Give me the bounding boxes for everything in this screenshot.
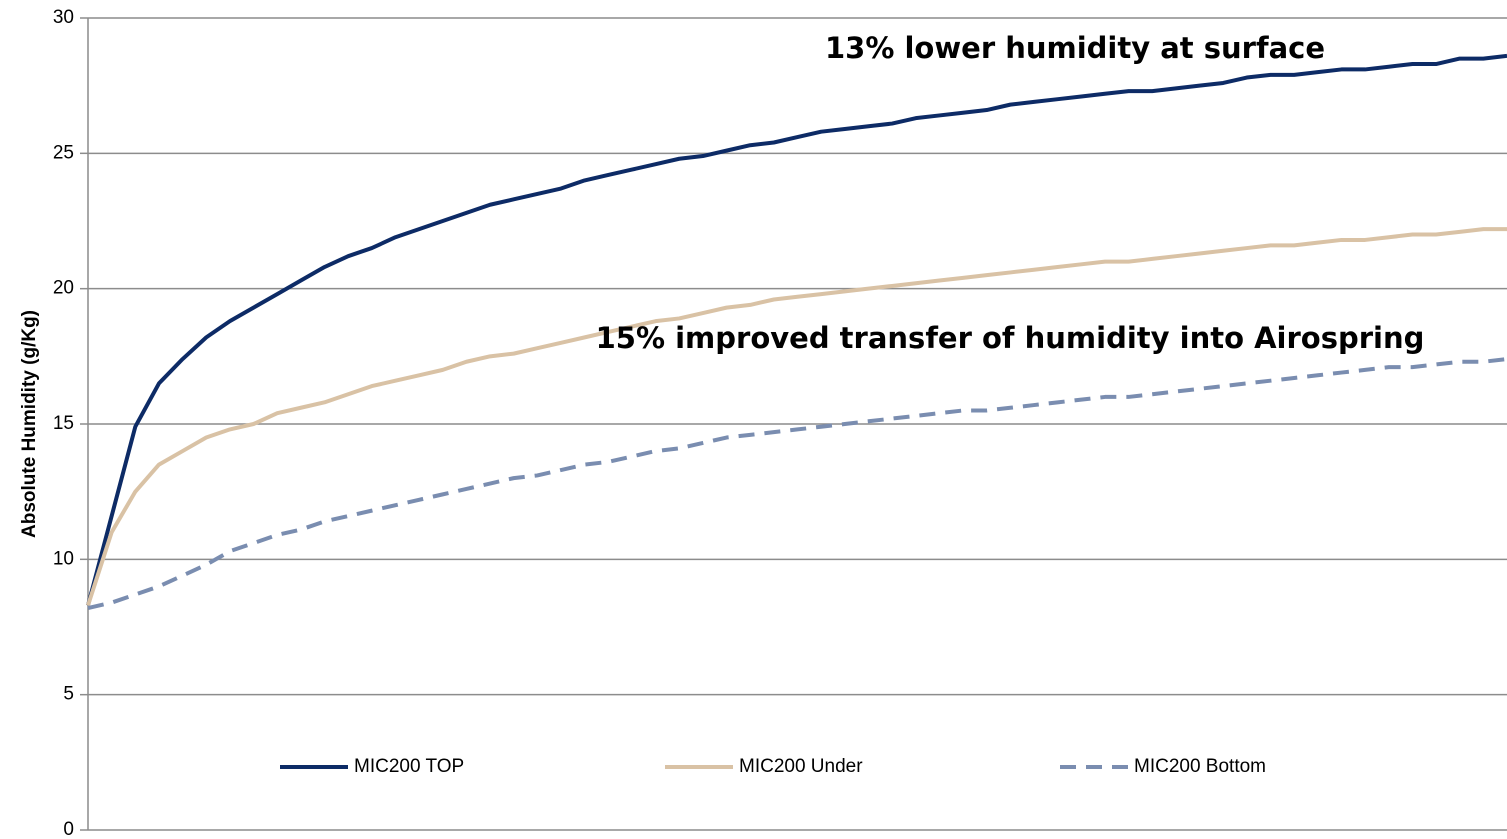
y-tick-label: 5 bbox=[63, 684, 74, 705]
legend-label: MIC200 Under bbox=[739, 756, 863, 777]
y-axis-label: Absolute Humidity (g/Kg) bbox=[19, 310, 40, 538]
series-line bbox=[86, 53, 1507, 606]
y-tick-label: 0 bbox=[63, 819, 74, 839]
annotation: 15% improved transfer of humidity into A… bbox=[596, 321, 1425, 355]
legend-label: MIC200 Bottom bbox=[1134, 756, 1266, 777]
y-tick-label: 15 bbox=[53, 413, 74, 434]
y-tick-label: 30 bbox=[53, 7, 74, 28]
y-tick-label: 25 bbox=[53, 142, 74, 163]
series-line bbox=[86, 227, 1507, 606]
y-tick-label: 20 bbox=[53, 278, 74, 299]
legend-label: MIC200 TOP bbox=[354, 756, 464, 777]
y-tick-label: 10 bbox=[53, 548, 74, 569]
series-line bbox=[87, 357, 1507, 611]
annotation: 13% lower humidity at surface bbox=[825, 31, 1325, 65]
